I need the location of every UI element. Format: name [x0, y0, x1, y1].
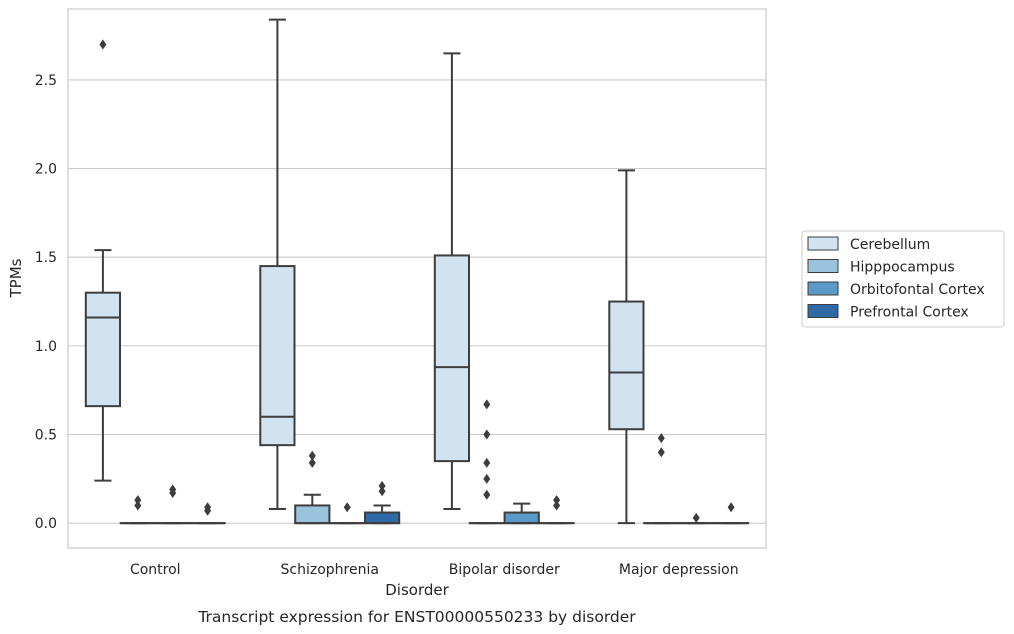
- outlier-point: [483, 457, 491, 468]
- x-tick-labels: Control Schizophrenia Bipolar disorder Majo…: [130, 562, 739, 578]
- legend-swatch: [807, 281, 839, 296]
- box-iqr: [259, 265, 296, 447]
- box-3-2: [678, 512, 715, 525]
- box-3-0: [608, 169, 645, 525]
- legend-swatch: [807, 236, 839, 251]
- box-0-3: [189, 502, 226, 525]
- y-tick-label: 0.0: [35, 516, 57, 532]
- legend-label: Hipppocampus: [850, 260, 955, 276]
- outlier-point: [727, 502, 735, 513]
- box-iqr: [608, 300, 645, 431]
- x-tick-label: Major depression: [619, 562, 739, 578]
- x-tick-label: Bipolar disorder: [449, 562, 560, 578]
- outlier-point: [657, 433, 665, 444]
- y-tick-label: 1.5: [35, 250, 57, 266]
- outlier-point: [308, 457, 316, 468]
- outlier-point: [134, 500, 142, 511]
- box-2-1: [468, 399, 505, 525]
- outlier-point: [483, 429, 491, 440]
- box-iqr: [363, 511, 401, 525]
- box-0-2: [154, 484, 191, 525]
- outlier-point: [553, 500, 561, 511]
- legend-item: Orbitofontal Cortex: [807, 281, 985, 298]
- outlier-point: [483, 399, 491, 410]
- x-tick-label: Schizophrenia: [281, 562, 379, 578]
- box-iqr: [503, 511, 540, 525]
- legend-item: Hipppocampus: [807, 259, 955, 276]
- outlier-point: [99, 39, 107, 50]
- outlier-point: [553, 495, 561, 506]
- x-axis-title: Disorder: [385, 581, 449, 599]
- outlier-point: [169, 484, 177, 495]
- outlier-point: [483, 489, 491, 500]
- outlier-point: [657, 447, 665, 458]
- outlier-point: [204, 502, 212, 513]
- plot-frame: [67, 8, 767, 549]
- legend-label: Prefrontal Cortex: [850, 305, 969, 321]
- legend-item: Prefrontal Cortex: [807, 304, 969, 321]
- outlier-point: [308, 450, 316, 461]
- legend-item: Cerebellum: [807, 236, 930, 253]
- box-3-3: [712, 502, 750, 525]
- outlier-point: [483, 473, 491, 484]
- legend-swatch: [807, 259, 839, 273]
- legend-label: Cerebellum: [850, 237, 930, 253]
- box-2-0: [433, 52, 471, 510]
- box-0-1: [119, 495, 156, 525]
- legend-label: Orbitofontal Cortex: [850, 282, 985, 298]
- outlier-point: [692, 512, 700, 523]
- outlier-point: [378, 480, 386, 491]
- legend: Cerebellum Hipppocampus Orbitofontal Corte…: [801, 230, 1005, 328]
- box-2-2: [503, 502, 540, 525]
- box-2-3: [538, 495, 575, 525]
- outlier-point: [134, 495, 142, 506]
- box-1-3: [363, 480, 401, 525]
- y-tick-labels: 0.0 0.5 1.0 1.5 2.0 2.5: [35, 73, 57, 532]
- y-tick-label: 0.5: [35, 428, 57, 444]
- y-tick-label: 2.5: [35, 73, 57, 89]
- x-tick-label: Control: [130, 562, 181, 578]
- y-axis-title: TPMs: [7, 258, 25, 298]
- box-1-0: [259, 18, 296, 510]
- box-1-2: [329, 502, 366, 525]
- y-tick-label: 2.0: [35, 162, 57, 178]
- box-iqr: [294, 504, 331, 525]
- box-1-1: [294, 450, 331, 525]
- box-iqr: [84, 291, 122, 408]
- box-series: [84, 18, 750, 525]
- legend-swatch: [807, 304, 839, 318]
- box-0-0: [84, 39, 122, 482]
- y-tick-label: 1.0: [35, 339, 57, 355]
- box-3-1: [643, 433, 680, 525]
- box-iqr: [433, 254, 471, 463]
- legend-frame: [801, 230, 1005, 328]
- chart-caption: Transcript expression for ENST0000055023…: [197, 608, 636, 626]
- outlier-point: [378, 486, 386, 497]
- outlier-point: [343, 502, 351, 513]
